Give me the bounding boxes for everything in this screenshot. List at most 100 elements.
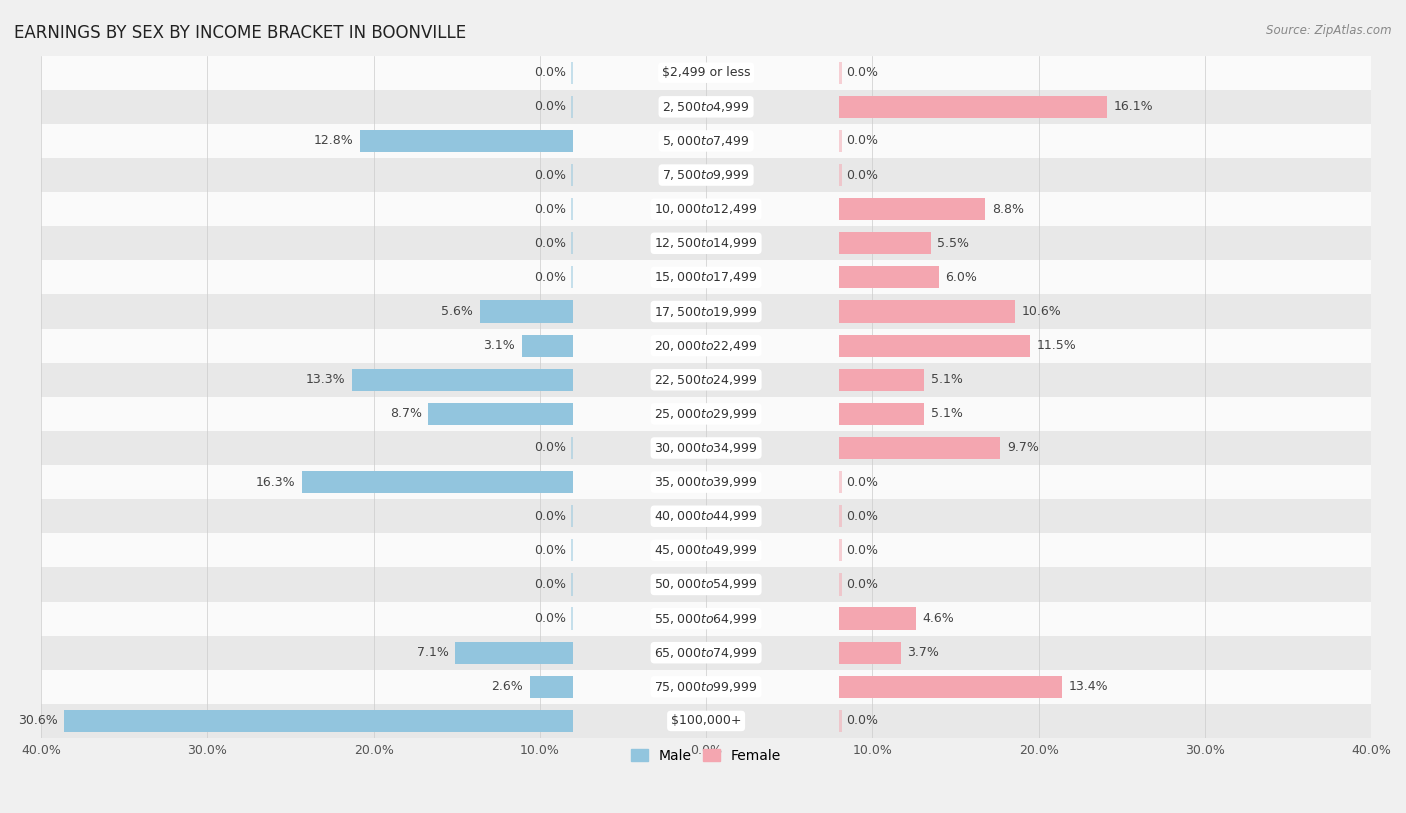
Bar <box>839 676 1062 698</box>
Bar <box>479 301 574 323</box>
Bar <box>839 505 842 528</box>
Bar <box>65 710 574 732</box>
Text: 0.0%: 0.0% <box>534 578 567 591</box>
Text: 0.0%: 0.0% <box>534 441 567 454</box>
Bar <box>41 567 1371 602</box>
Bar <box>522 335 574 357</box>
Text: 0.0%: 0.0% <box>846 134 877 147</box>
Bar <box>302 471 574 493</box>
Text: EARNINGS BY SEX BY INCOME BRACKET IN BOONVILLE: EARNINGS BY SEX BY INCOME BRACKET IN BOO… <box>14 24 467 42</box>
Bar <box>839 96 1107 118</box>
Text: $40,000 to $44,999: $40,000 to $44,999 <box>654 509 758 524</box>
Bar <box>41 192 1371 226</box>
Text: 10.6%: 10.6% <box>1022 305 1062 318</box>
Text: 11.5%: 11.5% <box>1036 339 1077 352</box>
Bar <box>360 130 574 152</box>
Text: $45,000 to $49,999: $45,000 to $49,999 <box>654 543 758 558</box>
Bar <box>571 198 574 220</box>
Text: 5.1%: 5.1% <box>931 373 962 386</box>
Bar <box>839 62 842 84</box>
Bar <box>839 164 842 186</box>
Bar <box>41 328 1371 363</box>
Bar <box>41 533 1371 567</box>
Bar <box>839 130 842 152</box>
Bar <box>839 198 986 220</box>
Text: 8.7%: 8.7% <box>389 407 422 420</box>
Bar <box>41 158 1371 192</box>
Text: 0.0%: 0.0% <box>846 544 877 557</box>
Bar <box>839 539 842 562</box>
Text: $65,000 to $74,999: $65,000 to $74,999 <box>654 646 758 659</box>
Bar <box>571 96 574 118</box>
Text: $10,000 to $12,499: $10,000 to $12,499 <box>654 202 758 216</box>
Text: $30,000 to $34,999: $30,000 to $34,999 <box>654 441 758 455</box>
Bar <box>571 267 574 289</box>
Text: $7,500 to $9,999: $7,500 to $9,999 <box>662 168 749 182</box>
Text: 8.8%: 8.8% <box>993 202 1024 215</box>
Bar <box>41 226 1371 260</box>
Text: 5.5%: 5.5% <box>938 237 969 250</box>
Bar <box>41 124 1371 158</box>
Text: 13.4%: 13.4% <box>1069 680 1108 693</box>
Text: 3.7%: 3.7% <box>907 646 939 659</box>
Text: 30.6%: 30.6% <box>18 715 58 728</box>
Bar <box>839 335 1031 357</box>
Text: Source: ZipAtlas.com: Source: ZipAtlas.com <box>1267 24 1392 37</box>
Text: 0.0%: 0.0% <box>846 510 877 523</box>
Text: $12,500 to $14,999: $12,500 to $14,999 <box>654 237 758 250</box>
Bar <box>839 573 842 596</box>
Text: $20,000 to $22,499: $20,000 to $22,499 <box>654 339 758 353</box>
Text: $17,500 to $19,999: $17,500 to $19,999 <box>654 305 758 319</box>
Bar <box>571 164 574 186</box>
Text: 0.0%: 0.0% <box>846 168 877 181</box>
Bar <box>839 267 939 289</box>
Bar <box>839 402 924 425</box>
Bar <box>41 636 1371 670</box>
Bar <box>41 602 1371 636</box>
Bar <box>41 499 1371 533</box>
Text: 3.1%: 3.1% <box>484 339 515 352</box>
Text: $55,000 to $64,999: $55,000 to $64,999 <box>654 611 758 625</box>
Text: 16.3%: 16.3% <box>256 476 295 489</box>
Text: 5.6%: 5.6% <box>441 305 474 318</box>
Bar <box>41 89 1371 124</box>
Text: 0.0%: 0.0% <box>534 168 567 181</box>
Text: 0.0%: 0.0% <box>534 544 567 557</box>
Text: 0.0%: 0.0% <box>534 202 567 215</box>
Text: 0.0%: 0.0% <box>534 100 567 113</box>
Text: $100,000+: $100,000+ <box>671 715 741 728</box>
Bar <box>839 301 1015 323</box>
Legend: Male, Female: Male, Female <box>626 743 786 768</box>
Bar <box>571 607 574 630</box>
Text: 2.6%: 2.6% <box>492 680 523 693</box>
Text: 4.6%: 4.6% <box>922 612 953 625</box>
Bar <box>571 437 574 459</box>
Text: 16.1%: 16.1% <box>1114 100 1153 113</box>
Bar <box>41 704 1371 738</box>
Text: $15,000 to $17,499: $15,000 to $17,499 <box>654 271 758 285</box>
Bar <box>41 670 1371 704</box>
Bar <box>352 368 574 391</box>
Bar <box>41 431 1371 465</box>
Bar <box>571 505 574 528</box>
Text: $2,499 or less: $2,499 or less <box>662 66 751 79</box>
Text: $2,500 to $4,999: $2,500 to $4,999 <box>662 100 749 114</box>
Bar <box>571 539 574 562</box>
Bar <box>839 471 842 493</box>
Text: 0.0%: 0.0% <box>846 578 877 591</box>
Bar <box>41 397 1371 431</box>
Bar <box>571 62 574 84</box>
Text: $5,000 to $7,499: $5,000 to $7,499 <box>662 134 749 148</box>
Text: 0.0%: 0.0% <box>534 612 567 625</box>
Bar <box>41 55 1371 89</box>
Text: $25,000 to $29,999: $25,000 to $29,999 <box>654 406 758 421</box>
Text: 5.1%: 5.1% <box>931 407 962 420</box>
Text: $75,000 to $99,999: $75,000 to $99,999 <box>654 680 758 693</box>
Bar <box>839 710 842 732</box>
Text: 0.0%: 0.0% <box>534 510 567 523</box>
Bar <box>41 294 1371 328</box>
Bar <box>839 368 924 391</box>
Text: $50,000 to $54,999: $50,000 to $54,999 <box>654 577 758 592</box>
Text: 0.0%: 0.0% <box>846 715 877 728</box>
Bar <box>571 573 574 596</box>
